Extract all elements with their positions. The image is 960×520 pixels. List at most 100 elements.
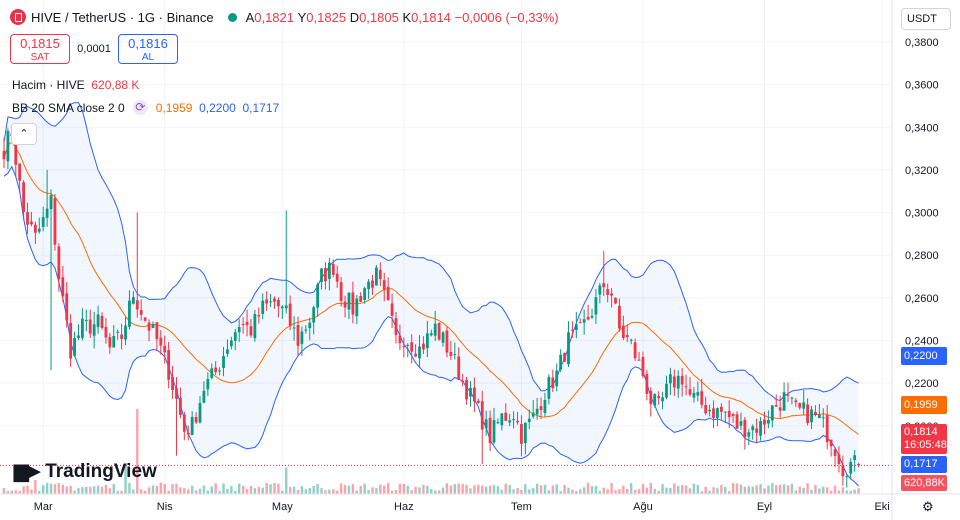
volume-bar [312, 485, 315, 494]
buy-button[interactable]: 0,1816 AL [118, 34, 178, 64]
candle-body [37, 228, 41, 232]
chevron-up-icon: ⌃ [19, 128, 29, 140]
volume-legend[interactable]: Hacim · HIVE 620,88 K [12, 78, 139, 92]
candle-body [406, 344, 410, 346]
candle-body [437, 322, 441, 340]
volume-bar [202, 485, 206, 494]
candle-body [806, 404, 809, 424]
volume-bar [708, 490, 711, 494]
bollinger-legend[interactable]: BB 20 SMA close 2 0 ⟳ 0,1959 0,2200 0,17… [12, 100, 279, 115]
lower-band-tag: 0,1717 [901, 456, 947, 473]
volume-bars [2, 409, 860, 494]
volume-bar [535, 483, 539, 494]
candle-body [594, 297, 598, 315]
candle-body [802, 402, 806, 409]
y-tick-label: 0,2200 [905, 378, 939, 390]
volume-bar [716, 488, 719, 494]
volume-bar [347, 485, 351, 494]
volume-bar [328, 489, 331, 494]
candle-body [669, 374, 672, 384]
candle-body [621, 325, 625, 338]
candle-body [398, 335, 402, 344]
lower-band-line [3, 165, 859, 487]
volume-bar [524, 483, 527, 494]
candle-body [359, 296, 363, 302]
volume-bar [731, 483, 735, 494]
volume-bar [449, 485, 453, 494]
volume-bar [61, 484, 64, 494]
upper-band-tag: 0,2200 [901, 347, 947, 365]
volume-bar [214, 483, 217, 494]
volume-bar [96, 485, 100, 494]
candle-body [582, 319, 586, 323]
candle-body [672, 376, 676, 388]
sell-button[interactable]: 0,1815 SAT [10, 34, 70, 64]
symbol-title[interactable]: HIVE / TetherUS · 1G · Binance [31, 9, 214, 25]
candle-body [637, 359, 641, 361]
candle-body [586, 316, 590, 320]
volume-bar [810, 489, 813, 494]
candle-body [124, 325, 127, 340]
volume-bar [598, 490, 602, 494]
candle-body [857, 463, 860, 466]
volume-bar [57, 483, 61, 494]
volume-bar [743, 486, 747, 494]
candle-body [767, 420, 770, 424]
candle-body [759, 421, 762, 436]
candle-body [312, 307, 316, 323]
candle-body [833, 449, 837, 457]
volume-bar [394, 490, 398, 494]
candle-body [316, 284, 319, 308]
volume-bar [132, 489, 135, 494]
candle-body [708, 409, 711, 412]
volume-bar [798, 486, 801, 494]
volume-bar [614, 490, 617, 494]
volume-bar [414, 486, 417, 494]
volume-bar [469, 488, 472, 494]
candle-body [555, 370, 559, 387]
volume-bar [45, 482, 49, 494]
candle-body [633, 342, 637, 359]
currency-selector[interactable]: USDT [901, 8, 951, 30]
volume-bar [492, 485, 496, 494]
volume-bar [351, 484, 355, 494]
volume-bar [308, 487, 311, 494]
volume-bar [633, 489, 637, 494]
collapse-legend-button[interactable]: ⌃ [11, 123, 37, 145]
candle-body [821, 417, 825, 419]
volume-bar [688, 488, 692, 494]
candle-body [261, 300, 265, 315]
volume-bar [547, 490, 551, 494]
candle-body [755, 428, 759, 433]
candle-body [747, 432, 751, 437]
volume-bar [386, 483, 390, 494]
candle-body [355, 298, 359, 317]
volume-bar [516, 487, 519, 494]
candle-body [849, 461, 853, 474]
candle-body [488, 417, 492, 444]
gear-icon[interactable]: ⚙ [922, 499, 934, 514]
refresh-icon[interactable]: ⟳ [132, 100, 148, 115]
volume-bar [367, 490, 370, 494]
volume-bar [818, 488, 821, 494]
volume-bar [767, 485, 770, 494]
volume-bar [504, 483, 507, 494]
price-axis[interactable]: 0,3800 0,3600 0,3400 0,3200 0,3000 0,2800 0,26… [891, 0, 939, 520]
volume-bar [826, 487, 829, 494]
bollinger-band-fill [4, 102, 859, 487]
candle-body [57, 246, 61, 280]
candle-body [120, 334, 123, 339]
basis-line [3, 141, 859, 435]
volume-bar [669, 488, 672, 494]
candle-body [394, 318, 398, 335]
time-axis[interactable]: Mar Nis May Haz Tem Ağu Eyl Eki [0, 493, 960, 513]
volume-bar [426, 485, 429, 494]
volume-bar [120, 490, 123, 494]
candle-body [712, 408, 715, 418]
candle-body [351, 292, 355, 315]
candle-body [704, 405, 708, 414]
candle-body [186, 432, 190, 435]
volume-bar [445, 483, 449, 494]
volume-bar [49, 483, 53, 494]
